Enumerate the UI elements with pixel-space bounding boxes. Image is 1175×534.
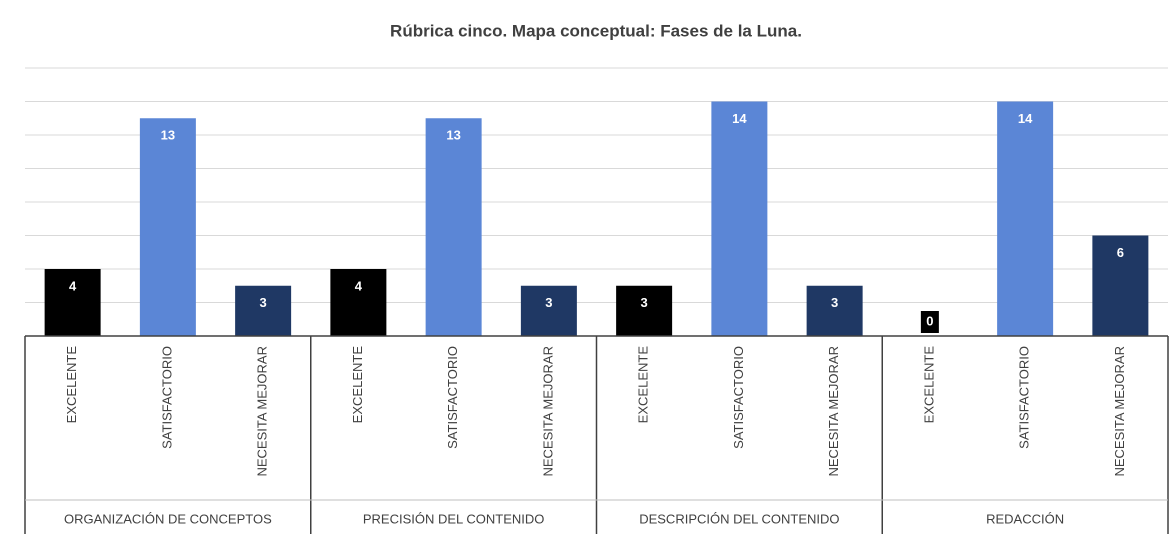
data-label: 14	[732, 111, 747, 126]
bar	[44, 269, 101, 336]
x-tick-label: NECESITA MEJORAR	[255, 346, 270, 477]
data-label: 3	[641, 295, 648, 310]
data-label: 13	[161, 128, 175, 143]
data-label: 13	[446, 128, 460, 143]
data-label: 14	[1018, 111, 1033, 126]
x-tick-label: NECESITA MEJORAR	[540, 346, 555, 477]
x-tick-label: NECESITA MEJORAR	[826, 346, 841, 477]
x-tick-label: EXCELENTE	[350, 346, 365, 424]
bar	[806, 285, 863, 336]
bar	[330, 269, 387, 336]
group-label: DESCRIPCIÓN DEL CONTENIDO	[639, 511, 839, 526]
bar	[235, 285, 292, 336]
chart-title: Rúbrica cinco. Mapa conceptual: Fases de…	[390, 21, 802, 40]
data-label: 3	[545, 295, 552, 310]
x-tick-label: EXCELENTE	[921, 346, 936, 424]
x-tick-label: NECESITA MEJORAR	[1112, 346, 1127, 477]
bar	[425, 118, 482, 336]
bar	[520, 285, 577, 336]
data-label: 4	[355, 278, 363, 293]
bar	[139, 118, 196, 336]
x-tick-label: EXCELENTE	[636, 346, 651, 424]
x-tick-label: SATISFACTORIO	[731, 346, 746, 449]
data-label-box	[920, 311, 939, 333]
bar	[997, 101, 1054, 336]
data-label: 3	[831, 295, 838, 310]
data-label: 3	[260, 295, 267, 310]
group-label: REDACCIÓN	[986, 511, 1064, 526]
data-label: 6	[1117, 245, 1124, 260]
bar	[1092, 235, 1149, 336]
x-tick-label: EXCELENTE	[64, 346, 79, 424]
x-tick-label: SATISFACTORIO	[159, 346, 174, 449]
data-label: 4	[69, 278, 77, 293]
group-label: ORGANIZACIÓN DE CONCEPTOS	[64, 511, 272, 526]
data-label: 0	[926, 313, 933, 328]
group-label: PRECISIÓN DEL CONTENIDO	[363, 511, 545, 526]
x-tick-label: SATISFACTORIO	[445, 346, 460, 449]
bar	[616, 285, 673, 336]
bar	[711, 101, 768, 336]
x-tick-label: SATISFACTORIO	[1017, 346, 1032, 449]
